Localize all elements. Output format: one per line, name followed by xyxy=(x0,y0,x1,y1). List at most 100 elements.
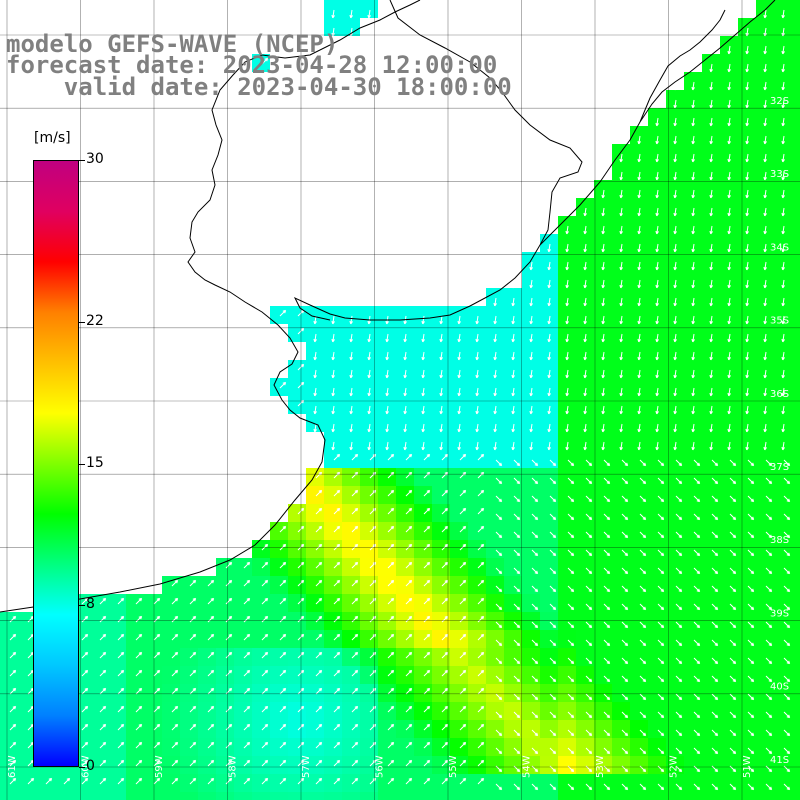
wind-arrow xyxy=(567,675,575,683)
wind-speed-cell xyxy=(612,234,630,252)
wind-arrow xyxy=(585,585,593,593)
wind-arrow xyxy=(207,741,215,749)
wind-speed-cell xyxy=(180,594,198,612)
wind-arrow xyxy=(441,633,449,641)
wind-arrow xyxy=(135,723,143,731)
wind-arrow xyxy=(135,741,143,749)
wind-speed-cell xyxy=(342,504,360,522)
wind-speed-cell xyxy=(792,216,800,234)
wind-arrow xyxy=(189,687,197,695)
wind-arrow xyxy=(423,705,431,713)
wind-speed-cell xyxy=(666,396,684,414)
wind-arrow xyxy=(99,687,107,695)
wind-arrow xyxy=(351,705,359,713)
wind-arrow xyxy=(225,561,233,569)
wind-speed-cell xyxy=(396,414,414,432)
wind-arrow xyxy=(313,351,317,361)
wind-arrow xyxy=(781,81,785,91)
wind-arrow xyxy=(477,471,485,479)
wind-arrow xyxy=(585,603,593,611)
wind-arrow xyxy=(529,369,533,379)
wind-arrow xyxy=(531,639,539,647)
wind-arrow xyxy=(601,297,605,307)
wind-arrow xyxy=(583,261,587,271)
wind-arrow xyxy=(655,405,659,415)
wind-speed-cell xyxy=(396,792,414,800)
wind-arrow xyxy=(657,567,665,575)
wind-speed-cell xyxy=(648,432,666,450)
wind-speed-cell xyxy=(396,720,414,738)
wind-arrow xyxy=(457,333,461,343)
wind-speed-cell xyxy=(648,126,666,144)
wind-speed-cell xyxy=(378,450,396,468)
wind-arrow xyxy=(511,351,515,361)
wind-arrow xyxy=(81,777,89,785)
wind-speed-cell xyxy=(774,288,792,306)
wind-speed-cell xyxy=(306,774,324,792)
wind-speed-cell xyxy=(414,576,432,594)
wind-arrow xyxy=(781,333,785,343)
wind-speed-cell xyxy=(558,360,576,378)
wind-arrow xyxy=(9,705,17,713)
wind-arrow xyxy=(153,705,161,713)
wind-arrow xyxy=(637,153,641,163)
wind-arrow xyxy=(639,639,647,647)
longitude-label: 58W xyxy=(228,755,239,778)
wind-arrow xyxy=(547,333,551,343)
wind-speed-cell xyxy=(792,252,800,270)
wind-speed-cell xyxy=(180,774,198,792)
wind-arrow xyxy=(331,9,335,19)
wind-arrow xyxy=(315,615,323,623)
wind-speed-cell xyxy=(216,702,234,720)
wind-arrow xyxy=(585,567,593,575)
wind-speed-cell xyxy=(198,594,216,612)
wind-arrow xyxy=(763,423,767,433)
wind-arrow xyxy=(439,405,443,415)
wind-speed-cell xyxy=(558,216,576,234)
wind-arrow xyxy=(709,369,713,379)
wind-arrow xyxy=(153,651,161,659)
wind-arrow xyxy=(421,441,425,451)
wind-speed-cell xyxy=(738,378,756,396)
wind-arrow xyxy=(279,777,287,785)
wind-speed-cell xyxy=(90,756,108,774)
wind-speed-cell xyxy=(396,486,414,504)
wind-arrow xyxy=(441,453,449,461)
wind-arrow xyxy=(549,711,557,719)
wind-speed-cell xyxy=(540,270,558,288)
wind-speed-cell xyxy=(378,558,396,576)
wind-speed-cell xyxy=(612,270,630,288)
wind-speed-cell xyxy=(648,360,666,378)
wind-arrow xyxy=(691,81,695,91)
wind-speed-cell xyxy=(270,792,288,800)
wind-speed-cell xyxy=(252,54,270,72)
wind-speed-cell xyxy=(594,360,612,378)
wind-arrow xyxy=(477,777,485,785)
wind-speed-cell xyxy=(378,324,396,342)
wind-speed-cell xyxy=(270,594,288,612)
wind-arrow xyxy=(655,423,659,433)
wind-speed-cell xyxy=(468,306,486,324)
wind-arrow xyxy=(637,207,641,217)
wind-arrow xyxy=(279,705,287,713)
wind-arrow xyxy=(549,783,557,791)
wind-speed-cell xyxy=(792,234,800,252)
wind-arrow xyxy=(423,723,431,731)
wind-speed-cell xyxy=(468,486,486,504)
wind-speed-cell xyxy=(306,702,324,720)
wind-arrow xyxy=(531,693,539,701)
wind-arrow xyxy=(619,405,623,415)
wind-arrow xyxy=(351,615,359,623)
wind-arrow xyxy=(747,459,755,467)
wind-arrow xyxy=(603,657,611,665)
wind-arrow xyxy=(135,633,143,641)
wind-arrow xyxy=(441,579,449,587)
wind-speed-cell xyxy=(378,414,396,432)
wind-arrow xyxy=(513,693,521,701)
wind-arrow xyxy=(495,585,503,593)
wind-arrow xyxy=(261,777,269,785)
wind-arrow xyxy=(529,279,533,289)
wind-arrow xyxy=(99,615,107,623)
wind-arrow xyxy=(727,351,731,361)
wind-arrow xyxy=(189,723,197,731)
